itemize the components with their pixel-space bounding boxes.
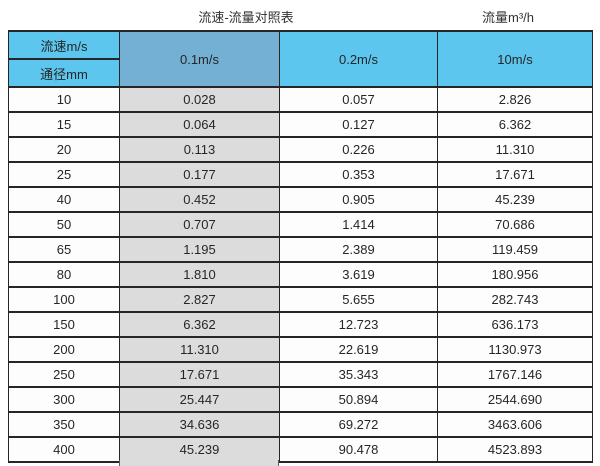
value-cell: 0.113 xyxy=(119,136,280,163)
table-row: 20 0.113 0.226 11.310 xyxy=(8,136,593,163)
value-cell: 25.447 xyxy=(119,386,280,413)
value-cell: 3463.606 xyxy=(437,411,593,438)
table-row: 50 0.707 1.414 70.686 xyxy=(8,211,593,238)
value-cell: 1.810 xyxy=(119,261,280,288)
diameter-cell: 10 xyxy=(8,86,120,113)
velocity-column-header-10: 10m/s xyxy=(437,30,593,88)
table-row: 150 6.362 12.723 636.173 xyxy=(8,311,593,338)
value-cell: 0.452 xyxy=(119,186,280,213)
value-cell: 0.177 xyxy=(119,161,280,188)
value-cell: 0.353 xyxy=(279,161,438,188)
value-cell: 11.310 xyxy=(437,136,593,163)
value-cell: 69.272 xyxy=(279,411,438,438)
value-cell: 6.362 xyxy=(119,311,280,338)
table-row: 200 11.310 22.619 1130.973 xyxy=(8,336,593,363)
table-row: 100 2.827 5.655 282.743 xyxy=(8,286,593,313)
table-row: 350 34.636 69.272 3463.606 xyxy=(8,411,593,438)
value-cell: 0.064 xyxy=(119,111,280,138)
velocity-column-header-0-2: 0.2m/s xyxy=(279,30,438,88)
value-cell: 0.707 xyxy=(119,211,280,238)
diameter-cell: 80 xyxy=(8,261,120,288)
table-row: 65 1.195 2.389 119.459 xyxy=(8,236,593,263)
value-cell: 180.956 xyxy=(437,261,593,288)
highlight-column-tail xyxy=(119,460,279,466)
value-cell: 2.826 xyxy=(437,86,593,113)
flow-rate-table: 流速m/s 0.1m/s 0.2m/s 10m/s 通径mm 10 0.028 … xyxy=(8,30,593,463)
value-cell: 0.127 xyxy=(279,111,438,138)
value-cell: 34.636 xyxy=(119,411,280,438)
table-row: 300 25.447 50.894 2544.690 xyxy=(8,386,593,413)
table-row: 15 0.064 0.127 6.362 xyxy=(8,111,593,138)
value-cell: 70.686 xyxy=(437,211,593,238)
value-cell: 1767.146 xyxy=(437,361,593,388)
diameter-cell: 300 xyxy=(8,386,120,413)
value-cell: 90.478 xyxy=(279,436,438,463)
value-cell: 45.239 xyxy=(437,186,593,213)
value-cell: 1.195 xyxy=(119,236,280,263)
value-cell: 22.619 xyxy=(279,336,438,363)
value-cell: 5.655 xyxy=(279,286,438,313)
diameter-cell: 150 xyxy=(8,311,120,338)
value-cell: 0.028 xyxy=(119,86,280,113)
header-row-diameter: 通径mm xyxy=(8,58,593,88)
value-cell: 2544.690 xyxy=(437,386,593,413)
header-row-velocity: 流速m/s 0.1m/s 0.2m/s 10m/s xyxy=(8,30,593,88)
value-cell: 636.173 xyxy=(437,311,593,338)
value-cell: 282.743 xyxy=(437,286,593,313)
diameter-cell: 350 xyxy=(8,411,120,438)
value-cell: 0.905 xyxy=(279,186,438,213)
flow-rate-unit-label: 流量m³/h xyxy=(481,10,535,25)
value-cell: 17.671 xyxy=(437,161,593,188)
value-cell: 3.619 xyxy=(279,261,438,288)
value-cell: 0.057 xyxy=(279,86,438,113)
corner-cell-diameter: 通径mm xyxy=(8,58,120,88)
value-cell: 0.226 xyxy=(279,136,438,163)
table-row: 400 45.239 90.478 4523.893 xyxy=(8,436,593,463)
value-cell: 45.239 xyxy=(119,436,280,463)
table-row: 40 0.452 0.905 45.239 xyxy=(8,186,593,213)
diameter-cell: 100 xyxy=(8,286,120,313)
value-cell: 50.894 xyxy=(279,386,438,413)
diameter-cell: 40 xyxy=(8,186,120,213)
value-cell: 35.343 xyxy=(279,361,438,388)
corner-cell-velocity: 流速m/s xyxy=(8,30,120,60)
table-row: 10 0.028 0.057 2.826 xyxy=(8,86,593,113)
diameter-cell: 250 xyxy=(8,361,120,388)
table-title: 流速-流量对照表 xyxy=(198,10,294,25)
value-cell: 11.310 xyxy=(119,336,280,363)
value-cell: 119.459 xyxy=(437,236,593,263)
value-cell: 17.671 xyxy=(119,361,280,388)
diameter-cell: 50 xyxy=(8,211,120,238)
value-cell: 12.723 xyxy=(279,311,438,338)
diameter-cell: 200 xyxy=(8,336,120,363)
diameter-cell: 65 xyxy=(8,236,120,263)
value-cell: 1.414 xyxy=(279,211,438,238)
table-row: 25 0.177 0.353 17.671 xyxy=(8,161,593,188)
table-row: 80 1.810 3.619 180.956 xyxy=(8,261,593,288)
diameter-cell: 20 xyxy=(8,136,120,163)
value-cell: 1130.973 xyxy=(437,336,593,363)
value-cell: 2.389 xyxy=(279,236,438,263)
diameter-cell: 25 xyxy=(8,161,120,188)
value-cell: 6.362 xyxy=(437,111,593,138)
diameter-cell: 15 xyxy=(8,111,120,138)
table-row: 250 17.671 35.343 1767.146 xyxy=(8,361,593,388)
velocity-column-header-0-1: 0.1m/s xyxy=(119,30,280,88)
diameter-cell: 400 xyxy=(8,436,120,463)
value-cell: 2.827 xyxy=(119,286,280,313)
value-cell: 4523.893 xyxy=(437,436,593,463)
